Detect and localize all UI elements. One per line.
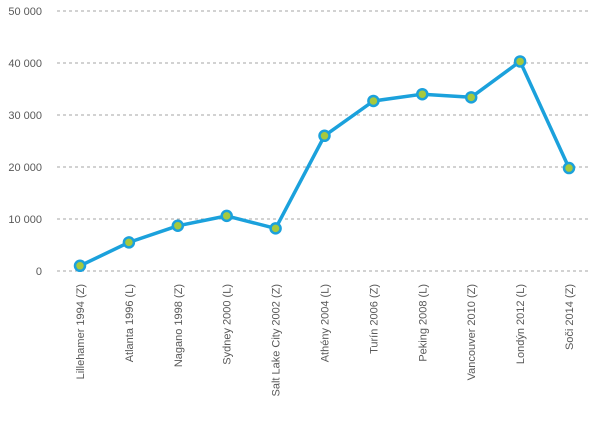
data-points [73, 55, 576, 273]
data-point [220, 209, 233, 223]
data-point [171, 219, 185, 233]
data-point [73, 259, 87, 273]
data-point [122, 236, 136, 249]
y-tick-label: 40 000 [8, 58, 42, 70]
data-point [318, 129, 331, 143]
x-tick-label: Salt Lake City 2002 (Z) [271, 284, 283, 397]
y-axis-tick-labels: 0 10 000 20 000 30 000 40 000 50 000 [8, 6, 42, 278]
y-tick-label: 0 [36, 266, 42, 278]
x-tick-label: Peking 2008 (L) [417, 284, 429, 362]
series-line-group [79, 59, 571, 268]
y-tick-label: 30 000 [8, 110, 42, 122]
x-tick-label: Sydney 2000 (L) [222, 284, 234, 365]
data-point [562, 161, 576, 175]
data-point [464, 91, 478, 104]
series-line [79, 59, 571, 268]
x-tick-label: Londýn 2012 (L) [515, 284, 527, 364]
x-tick-label: Turín 2006 (Z) [368, 284, 380, 354]
x-tick-label: Soči 2014 (Z) [564, 284, 576, 350]
x-tick-label: Lillehamer 1994 (Z) [75, 284, 87, 379]
x-tick-label: Vancouver 2010 (Z) [466, 284, 478, 380]
x-tick-label: Atlanta 1996 (L) [124, 284, 136, 362]
gridlines [57, 10, 590, 272]
x-tick-label: Athény 2004 (L) [320, 284, 332, 362]
y-tick-label: 50 000 [8, 6, 42, 18]
data-point [416, 87, 429, 101]
data-point [513, 55, 527, 68]
data-point [367, 94, 380, 108]
y-tick-label: 20 000 [8, 162, 42, 174]
data-point [269, 222, 282, 235]
x-axis-tick-labels: Lillehamer 1994 (Z) Atlanta 1996 (L) Nagan… [75, 284, 576, 397]
y-tick-label: 10 000 [8, 214, 42, 226]
x-tick-label: Nagano 1998 (Z) [173, 284, 185, 367]
